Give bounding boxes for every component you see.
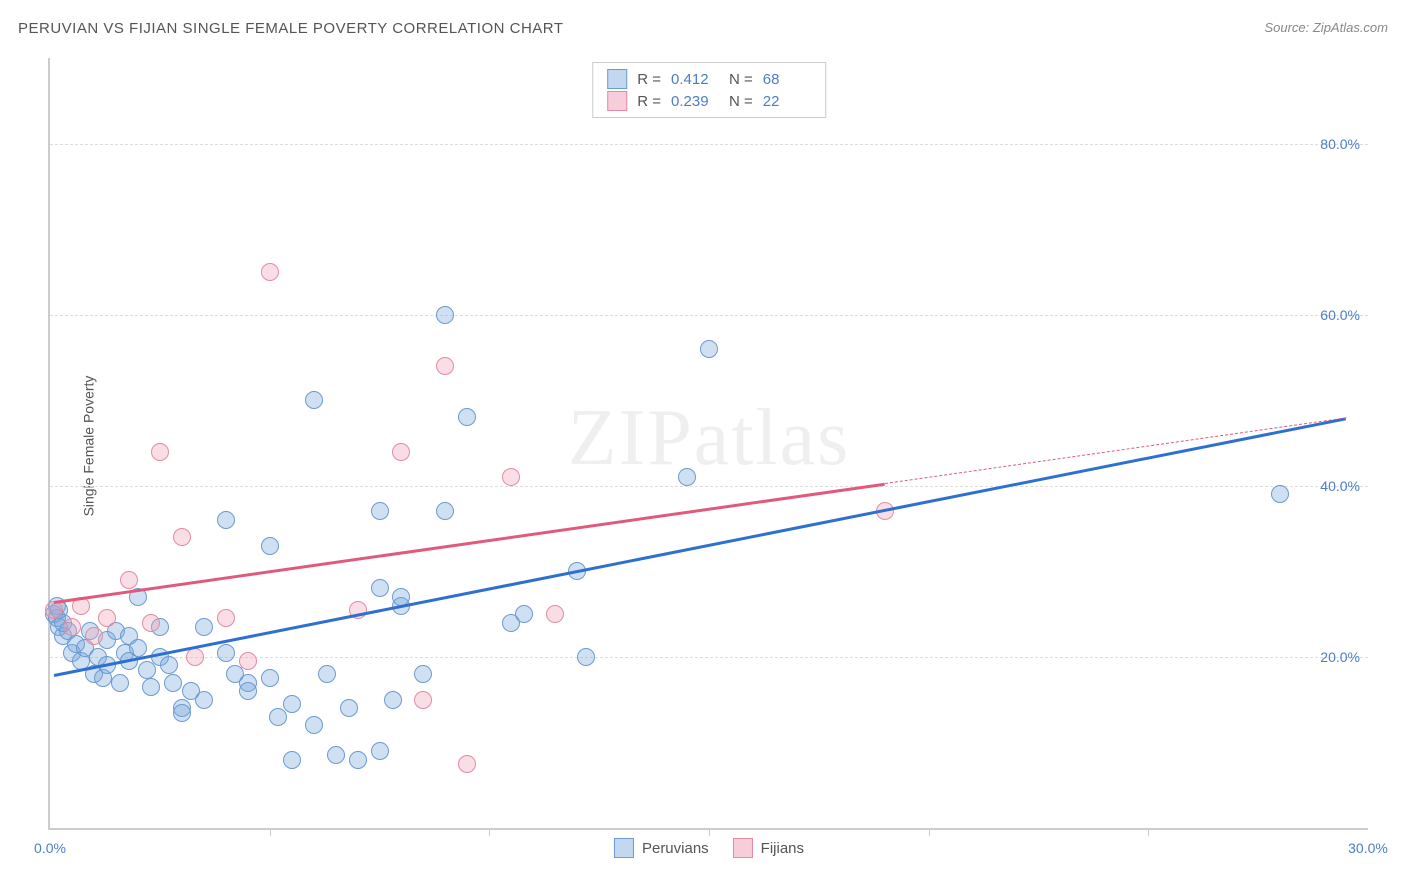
x-tick xyxy=(270,828,271,836)
scatter-point xyxy=(305,391,323,409)
scatter-point xyxy=(217,609,235,627)
scatter-point xyxy=(436,306,454,324)
swatch-series1 xyxy=(607,69,627,89)
scatter-point xyxy=(340,699,358,717)
scatter-point xyxy=(371,742,389,760)
legend-item-series1: Peruvians xyxy=(614,838,709,858)
scatter-point xyxy=(1271,485,1289,503)
scatter-point xyxy=(217,511,235,529)
scatter-point xyxy=(436,357,454,375)
scatter-point xyxy=(239,682,257,700)
correlation-stats-box: R = 0.412 N = 68 R = 0.239 N = 22 xyxy=(592,62,826,118)
scatter-point xyxy=(85,627,103,645)
scatter-plot-area: ZIPatlas R = 0.412 N = 68 R = 0.239 N = … xyxy=(48,58,1368,830)
scatter-point xyxy=(515,605,533,623)
legend-swatch-series1 xyxy=(614,838,634,858)
scatter-point xyxy=(63,618,81,636)
watermark-text: ZIPatlas xyxy=(568,393,851,484)
trend-line xyxy=(885,417,1346,484)
scatter-point xyxy=(195,618,213,636)
legend-item-series2: Fijians xyxy=(733,838,804,858)
bottom-legend: Peruvians Fijians xyxy=(614,838,804,858)
trend-line xyxy=(54,417,1346,676)
scatter-point xyxy=(546,605,564,623)
y-tick-label: 20.0% xyxy=(1320,649,1360,665)
gridline-h xyxy=(50,486,1368,487)
scatter-point xyxy=(142,614,160,632)
scatter-point xyxy=(458,408,476,426)
scatter-point xyxy=(261,669,279,687)
scatter-point xyxy=(173,528,191,546)
scatter-point xyxy=(261,263,279,281)
scatter-point xyxy=(458,755,476,773)
scatter-point xyxy=(261,537,279,555)
scatter-point xyxy=(283,695,301,713)
y-tick-label: 40.0% xyxy=(1320,478,1360,494)
scatter-point xyxy=(305,716,323,734)
x-tick-label: 0.0% xyxy=(34,840,66,856)
scatter-point xyxy=(349,751,367,769)
scatter-point xyxy=(700,340,718,358)
scatter-point xyxy=(283,751,301,769)
scatter-point xyxy=(239,652,257,670)
scatter-point xyxy=(678,468,696,486)
scatter-point xyxy=(160,656,178,674)
scatter-point xyxy=(129,639,147,657)
scatter-point xyxy=(195,691,213,709)
scatter-point xyxy=(384,691,402,709)
chart-title: PERUVIAN VS FIJIAN SINGLE FEMALE POVERTY… xyxy=(18,20,564,37)
x-tick xyxy=(709,828,710,836)
scatter-point xyxy=(577,648,595,666)
scatter-point xyxy=(318,665,336,683)
x-tick xyxy=(1148,828,1149,836)
scatter-point xyxy=(186,648,204,666)
scatter-point xyxy=(502,468,520,486)
x-tick xyxy=(929,828,930,836)
scatter-point xyxy=(414,691,432,709)
gridline-h xyxy=(50,315,1368,316)
scatter-point xyxy=(436,502,454,520)
swatch-series2 xyxy=(607,91,627,111)
y-tick-label: 60.0% xyxy=(1320,307,1360,323)
scatter-point xyxy=(120,571,138,589)
scatter-point xyxy=(327,746,345,764)
scatter-point xyxy=(371,579,389,597)
scatter-point xyxy=(111,674,129,692)
scatter-point xyxy=(45,601,63,619)
x-tick-label: 30.0% xyxy=(1348,840,1388,856)
scatter-point xyxy=(371,502,389,520)
scatter-point xyxy=(414,665,432,683)
scatter-point xyxy=(164,674,182,692)
source-attribution: Source: ZipAtlas.com xyxy=(1264,20,1388,35)
scatter-point xyxy=(98,609,116,627)
scatter-point xyxy=(217,644,235,662)
scatter-point xyxy=(173,704,191,722)
scatter-point xyxy=(151,443,169,461)
scatter-point xyxy=(142,678,160,696)
legend-swatch-series2 xyxy=(733,838,753,858)
scatter-point xyxy=(392,443,410,461)
gridline-h xyxy=(50,144,1368,145)
y-tick-label: 80.0% xyxy=(1320,136,1360,152)
x-tick xyxy=(489,828,490,836)
stats-row-series1: R = 0.412 N = 68 xyxy=(607,68,811,90)
stats-row-series2: R = 0.239 N = 22 xyxy=(607,90,811,112)
